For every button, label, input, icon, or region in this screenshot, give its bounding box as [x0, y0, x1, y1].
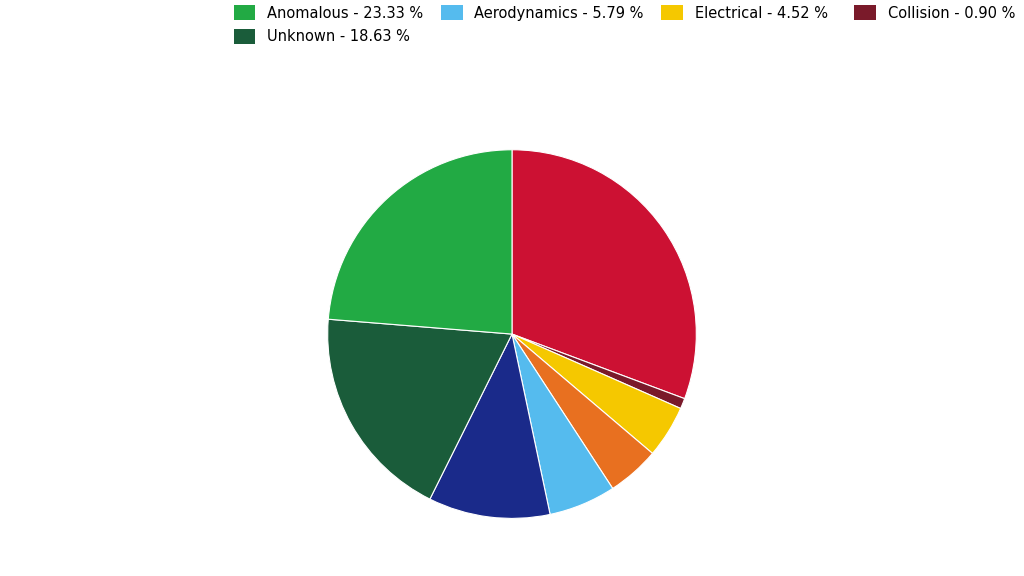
- Legend: Propulsion - 30.20 %, Anomalous - 23.33 %, Unknown - 18.63 %, Deliberate - 10.49: Propulsion - 30.20 %, Anomalous - 23.33 …: [233, 0, 1024, 44]
- Wedge shape: [329, 150, 512, 334]
- Wedge shape: [512, 150, 696, 399]
- Wedge shape: [512, 334, 612, 514]
- Wedge shape: [430, 334, 550, 518]
- Wedge shape: [512, 334, 685, 408]
- Wedge shape: [328, 319, 512, 499]
- Wedge shape: [512, 334, 652, 488]
- Wedge shape: [512, 334, 681, 453]
